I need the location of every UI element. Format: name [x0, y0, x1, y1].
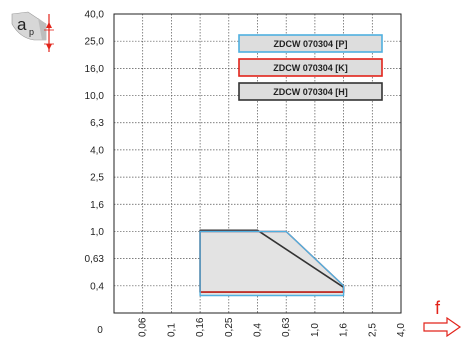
x-axis-label: f	[435, 298, 441, 318]
x-tick-label: 0,4	[253, 323, 264, 337]
x-tick-label: 0	[97, 325, 103, 336]
legend: ZDCW 070304 [P] ZDCW 070304 [K] ZDCW 07030…	[238, 34, 383, 101]
regions	[199, 229, 345, 297]
legend-entry: ZDCW 070304 [K]	[273, 63, 348, 73]
y-tick-labels: 0,4 0,63 1,0 1,6 2,5 4,0 6,3 10,0 16,0 25,0 40,0	[85, 10, 105, 293]
x-tick-label: 0,25	[224, 317, 235, 337]
plot-frame	[113, 13, 402, 314]
y-tick-label: 1,0	[90, 227, 104, 238]
x-axis-arrow-icon	[423, 316, 462, 338]
x-tick-label: 0,1	[166, 323, 177, 337]
legend-box	[238, 82, 383, 101]
y-tick-label: 4,0	[90, 145, 104, 156]
y-tick-label: 40,0	[85, 10, 105, 21]
depth-of-cut-icon: a p	[11, 11, 54, 52]
y-tick-label: 16,0	[85, 64, 105, 75]
y-tick-label: 6,3	[90, 118, 104, 129]
legend-box	[238, 34, 383, 53]
y-tick-label: 0,4	[90, 281, 104, 292]
region-p	[199, 230, 345, 297]
x-tick-label: 0,06	[138, 317, 149, 337]
x-tick-label: 0,16	[195, 317, 206, 337]
y-tick-label: 1,6	[90, 200, 104, 211]
legend-entry: ZDCW 070304 [H]	[273, 87, 348, 97]
y-tick-label: 2,5	[90, 173, 104, 184]
x-tick-labels: 0 0,06 0,1 0,16 0,25 0,4 0,63 1,0 1,6 2,5 4,0	[97, 317, 407, 337]
legend-box	[238, 58, 383, 77]
legend-entry: ZDCW 070304 [P]	[273, 39, 347, 49]
x-tick-label: 4,0	[396, 323, 407, 337]
y-tick-label: 10,0	[85, 91, 105, 102]
region-fill	[200, 231, 344, 296]
x-tick-label: 0,63	[281, 317, 292, 337]
x-tick-label: 2,5	[367, 323, 378, 337]
y-tick-label: 25,0	[85, 37, 105, 48]
x-tick-label: 1,6	[339, 323, 350, 337]
y-tick-label: 0,63	[85, 254, 105, 265]
y-axis-label-sub: p	[29, 27, 34, 37]
x-tick-label: 1,0	[310, 323, 321, 337]
y-axis-label-main: a	[17, 15, 27, 34]
